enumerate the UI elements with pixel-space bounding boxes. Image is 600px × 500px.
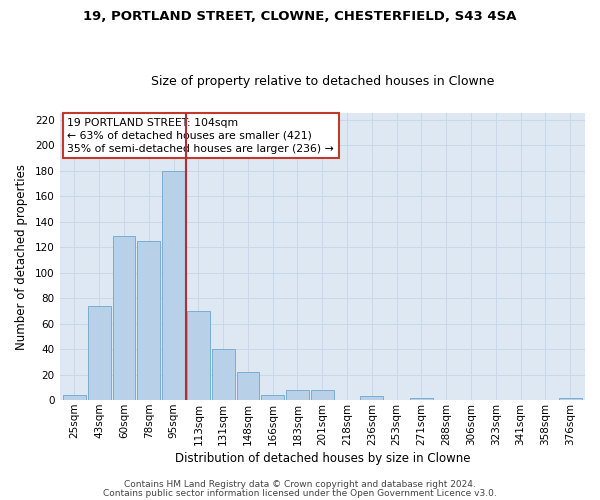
Text: Contains HM Land Registry data © Crown copyright and database right 2024.: Contains HM Land Registry data © Crown c… (124, 480, 476, 489)
Bar (212, 349, 235, 400)
Bar (311, 390, 334, 400)
Bar (559, 398, 581, 400)
Title: Size of property relative to detached houses in Clowne: Size of property relative to detached ho… (151, 76, 494, 88)
Bar (410, 398, 433, 400)
Bar (286, 390, 309, 400)
X-axis label: Distribution of detached houses by size in Clowne: Distribution of detached houses by size … (175, 452, 470, 465)
Bar (137, 241, 160, 400)
Y-axis label: Number of detached properties: Number of detached properties (15, 164, 28, 350)
Bar (262, 395, 284, 400)
Bar (113, 236, 136, 400)
Bar (63, 395, 86, 400)
Bar (162, 170, 185, 400)
Bar (187, 311, 210, 400)
Text: 19 PORTLAND STREET: 104sqm
← 63% of detached houses are smaller (421)
35% of sem: 19 PORTLAND STREET: 104sqm ← 63% of deta… (67, 118, 334, 154)
Text: Contains public sector information licensed under the Open Government Licence v3: Contains public sector information licen… (103, 488, 497, 498)
Text: 19, PORTLAND STREET, CLOWNE, CHESTERFIELD, S43 4SA: 19, PORTLAND STREET, CLOWNE, CHESTERFIEL… (83, 10, 517, 23)
Bar (236, 372, 259, 400)
Bar (88, 306, 110, 400)
Bar (361, 396, 383, 400)
